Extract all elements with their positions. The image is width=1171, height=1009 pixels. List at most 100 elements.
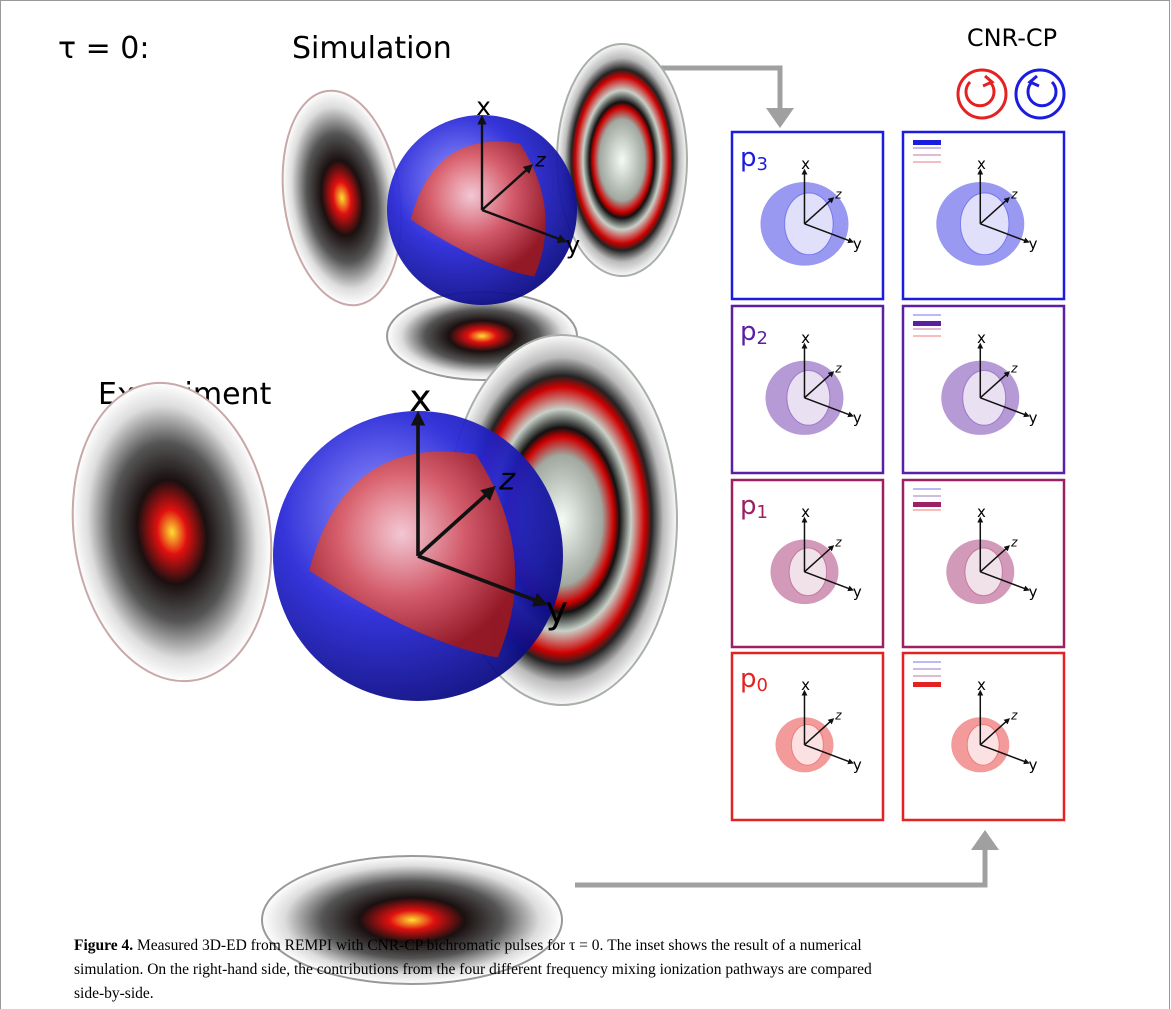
axis <box>979 197 1011 225</box>
legend-bar <box>913 314 941 316</box>
inset-title: CNR-CP <box>967 24 1057 52</box>
shell-hole <box>786 370 831 426</box>
legend-bar <box>913 321 941 326</box>
tau-label: τ = 0: <box>58 31 149 66</box>
caption-line: side-by-side. <box>74 985 154 1002</box>
pathway-panel: x y z p2 <box>730 304 885 475</box>
render-3d: x y z <box>71 334 678 985</box>
axis-label: y <box>566 231 581 260</box>
axis <box>979 371 1011 399</box>
axis-label: y <box>853 409 862 427</box>
legend-bar <box>913 495 941 497</box>
shell-hole <box>964 547 1003 597</box>
axis <box>803 718 835 746</box>
pathway-label: p0 <box>740 664 768 696</box>
legend-bar <box>913 509 941 511</box>
legend-bar <box>913 682 941 687</box>
legend-bar <box>913 328 941 330</box>
flow-arrows <box>575 65 988 888</box>
axis <box>481 164 534 211</box>
axis-label: y <box>1029 409 1038 427</box>
axis-label: y <box>546 588 568 632</box>
pathway-panel: x y z <box>901 651 1066 822</box>
projection <box>71 381 273 683</box>
axis <box>980 744 1030 765</box>
legend-bar <box>913 668 941 670</box>
axis <box>979 545 1011 573</box>
pathway-label: p2 <box>740 317 768 349</box>
caption-label: Figure 4. <box>74 937 133 954</box>
legend-bar <box>913 154 941 156</box>
pathway-letter: p <box>740 664 757 694</box>
shell-hole <box>784 192 834 256</box>
axis-label: y <box>1029 235 1038 253</box>
axis-label: z <box>1010 362 1018 376</box>
axis <box>803 371 835 399</box>
axis-label: x <box>977 503 986 521</box>
axis-label: z <box>1010 709 1018 723</box>
shell-hole <box>790 724 824 766</box>
pathway-letter: p <box>740 317 757 347</box>
axis <box>803 197 835 225</box>
axis-label: y <box>853 756 862 774</box>
pathway-panel: x y z p1 <box>730 478 885 649</box>
axis-label: y <box>1029 756 1038 774</box>
axis <box>803 545 835 573</box>
pathway-letter: p <box>740 491 757 521</box>
legend-bar <box>913 661 941 663</box>
pathway-letter: p <box>740 143 757 173</box>
axis <box>417 554 549 607</box>
polarization-icons <box>956 68 1066 120</box>
arrow-head <box>766 108 794 128</box>
render-3d: x y z <box>281 43 688 381</box>
simulation-label: Simulation <box>292 31 452 66</box>
axis-label: x <box>977 329 986 347</box>
axis <box>416 485 496 558</box>
shell-hole <box>962 370 1007 426</box>
legend-bar <box>913 488 941 490</box>
axis <box>979 718 1011 746</box>
pathway-subscript: 0 <box>757 675 768 696</box>
legend-bar <box>913 502 941 507</box>
axis <box>804 397 855 418</box>
axis-label: x <box>801 155 810 173</box>
legend-bar <box>913 335 941 337</box>
shell-hole <box>966 724 1000 766</box>
axis <box>804 223 855 244</box>
axis-label: z <box>834 536 842 550</box>
caption-line: simulation. On the right-hand side, the … <box>74 961 872 978</box>
pathway-panel: x y z <box>901 304 1066 475</box>
pathway-subscript: 1 <box>757 502 768 523</box>
axis-label: z <box>1010 536 1018 550</box>
axis-label: z <box>498 462 516 497</box>
legend-bar <box>913 161 941 163</box>
axis-label: x <box>476 92 491 121</box>
axis-label: z <box>834 362 842 376</box>
pathway-label: p3 <box>740 143 768 175</box>
arrow-head <box>971 830 999 850</box>
caption-line: Measured 3D-ED from REMPI with CNR-CP bi… <box>137 937 862 954</box>
shell-hole <box>959 192 1010 256</box>
caption: Figure 4. Measured 3D-ED from REMPI with… <box>74 937 872 1002</box>
projection <box>261 855 563 985</box>
inner-shell <box>309 451 516 658</box>
axis-label: y <box>853 583 862 601</box>
svg-text:Figure 4. Measured 3D-ED from: Figure 4. Measured 3D-ED from REMPI with… <box>74 937 862 954</box>
axis-label: z <box>834 709 842 723</box>
axis-label: y <box>853 235 862 253</box>
shell-hole <box>788 547 828 597</box>
axis-label: z <box>1010 188 1018 202</box>
legend-bar <box>913 147 941 149</box>
axis-label: x <box>801 503 810 521</box>
pathway-panel: x y z <box>901 478 1066 649</box>
axis-label: y <box>1029 583 1038 601</box>
axis <box>980 571 1030 592</box>
axis <box>804 571 855 592</box>
pathway-subscript: 3 <box>757 154 768 175</box>
axis-label: z <box>534 148 546 171</box>
axis-label: x <box>801 329 810 347</box>
axis <box>980 223 1030 244</box>
axis <box>980 397 1030 418</box>
